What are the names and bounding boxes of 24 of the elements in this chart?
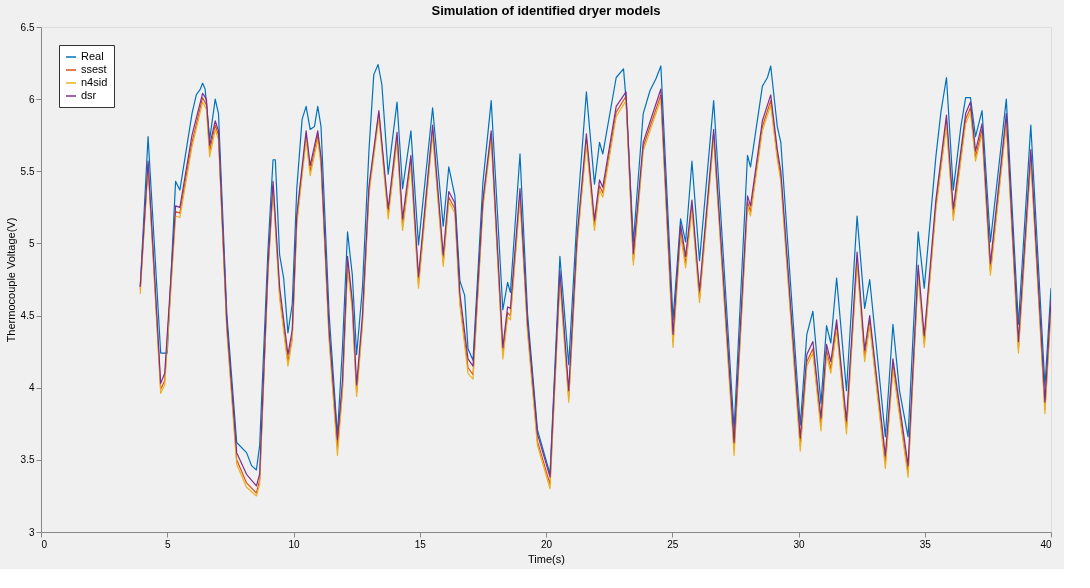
x-tick-label: 20 <box>540 538 553 550</box>
legend-label: Real <box>81 50 104 62</box>
x-tick-label: 30 <box>793 538 805 550</box>
y-tick-label: 5 <box>28 237 35 249</box>
y-tick-label: 6 <box>28 93 35 105</box>
y-tick-label: 4 <box>28 382 35 394</box>
x-tick-label: 35 <box>919 538 932 550</box>
y-tick-label: 3 <box>28 526 35 538</box>
x-axis-title: Time(s) <box>528 552 565 565</box>
legend-label: n4sid <box>81 76 108 88</box>
y-tick-label: 6.5 <box>20 21 35 33</box>
x-tick-label: 25 <box>667 538 679 550</box>
x-tick-label: 15 <box>414 538 427 550</box>
legend-label: dsr <box>81 89 97 101</box>
y-axis-title: Thermocouple Voltage(V) <box>4 217 17 343</box>
x-tick-label: 10 <box>288 538 300 550</box>
legend-label: ssest <box>81 63 107 75</box>
x-tick-label: 40 <box>1040 538 1052 550</box>
y-tick-label: 5.5 <box>20 165 35 177</box>
y-tick-label: 4.5 <box>20 310 35 322</box>
x-tick-label: 5 <box>164 538 171 550</box>
x-tick-label: 0 <box>41 538 48 550</box>
y-tick-label: 3.5 <box>20 454 35 466</box>
chart-title: Simulation of identified dryer models <box>431 3 661 18</box>
